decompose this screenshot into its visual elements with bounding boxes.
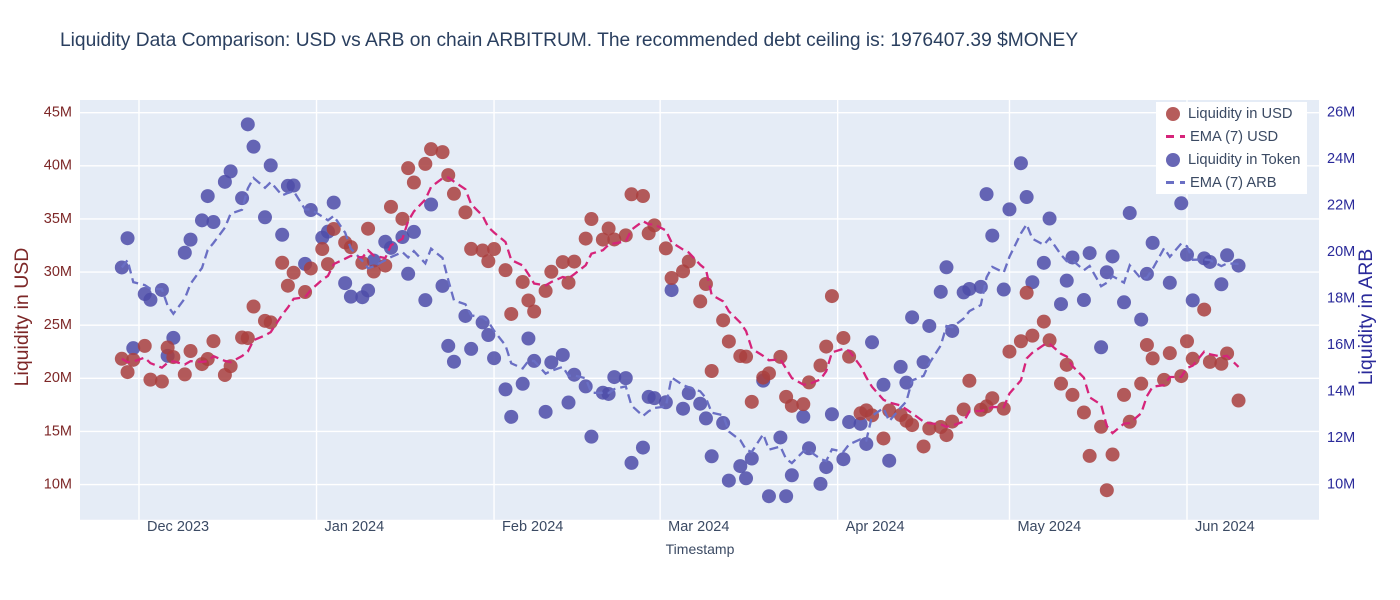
svg-text:Liquidity in USD: Liquidity in USD — [11, 248, 33, 387]
svg-text:Mar 2024: Mar 2024 — [668, 519, 729, 535]
svg-text:Liquidity in ARB: Liquidity in ARB — [1355, 249, 1377, 386]
svg-text:40M: 40M — [44, 158, 72, 174]
svg-text:Jun 2024: Jun 2024 — [1195, 519, 1255, 535]
svg-text:24M: 24M — [1327, 151, 1355, 167]
svg-text:26M: 26M — [1327, 105, 1355, 121]
svg-text:Timestamp: Timestamp — [666, 541, 735, 557]
svg-text:30M: 30M — [44, 264, 72, 280]
svg-text:Apr 2024: Apr 2024 — [846, 519, 905, 535]
svg-text:20M: 20M — [1327, 244, 1355, 260]
svg-text:10M: 10M — [44, 476, 72, 492]
svg-text:45M: 45M — [44, 105, 72, 121]
svg-text:16M: 16M — [1327, 337, 1355, 353]
svg-text:10M: 10M — [1327, 476, 1355, 492]
svg-text:14M: 14M — [1327, 383, 1355, 399]
svg-text:Jan 2024: Jan 2024 — [325, 519, 385, 535]
svg-text:35M: 35M — [44, 211, 72, 227]
svg-text:25M: 25M — [44, 317, 72, 333]
svg-text:Feb 2024: Feb 2024 — [502, 519, 563, 535]
svg-text:22M: 22M — [1327, 198, 1355, 214]
svg-text:20M: 20M — [44, 370, 72, 386]
svg-text:May 2024: May 2024 — [1017, 519, 1081, 535]
svg-text:12M: 12M — [1327, 430, 1355, 446]
svg-text:Dec 2023: Dec 2023 — [147, 519, 209, 535]
svg-text:15M: 15M — [44, 423, 72, 439]
svg-text:18M: 18M — [1327, 290, 1355, 306]
